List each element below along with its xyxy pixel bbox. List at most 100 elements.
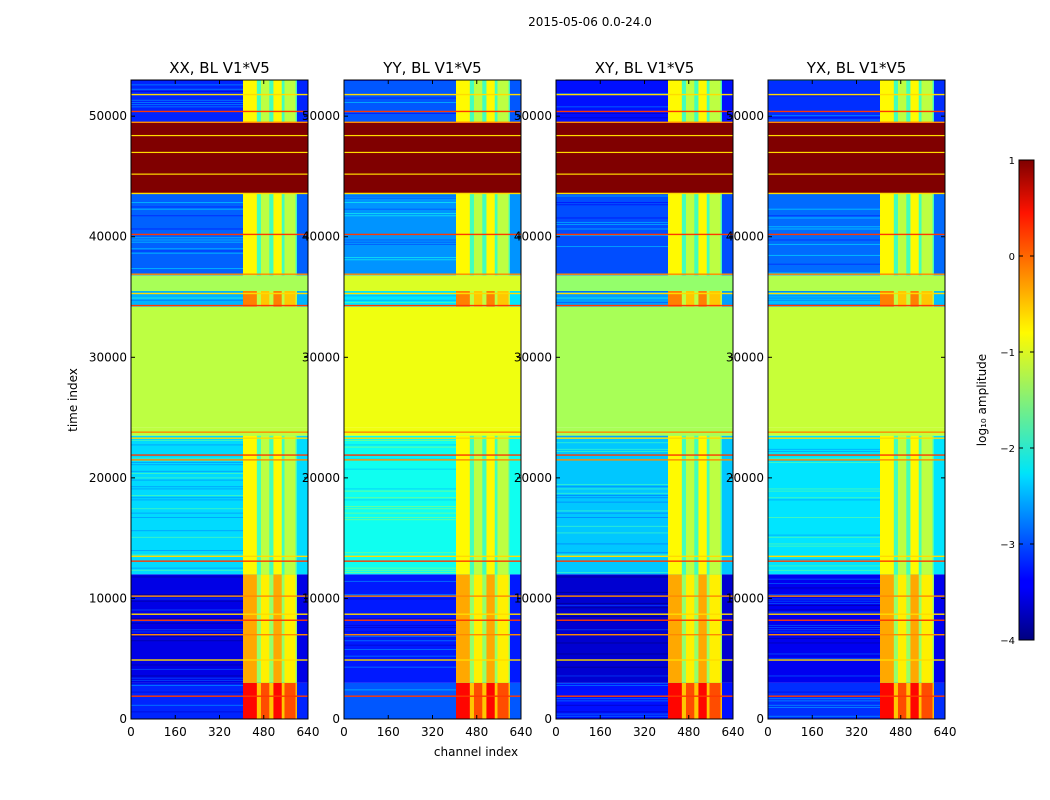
- noise-streak: [344, 444, 457, 446]
- noise-streak: [556, 605, 669, 607]
- flag-line: [344, 431, 521, 433]
- flag-line: [556, 459, 733, 461]
- noise-streak: [556, 451, 669, 452]
- noise-streak: [344, 295, 457, 297]
- x-tick-label: 320: [208, 725, 231, 739]
- flag-line: [556, 233, 733, 236]
- rfi-band-strip: [284, 290, 296, 307]
- flag-line: [131, 659, 308, 661]
- noise-streak: [556, 607, 669, 609]
- rfi-band-strip: [910, 682, 919, 719]
- noise-streak: [768, 653, 881, 655]
- rfi-band-strip: [260, 290, 270, 307]
- noise-streak: [131, 668, 244, 670]
- flag-line: [344, 192, 521, 195]
- noise-streak: [768, 700, 881, 702]
- colorbar-tick-label: 1: [1009, 156, 1015, 167]
- panel-xx: XX, BL V1*V5 0 160 320 480 640 0 10000 20000 300…: [89, 59, 320, 739]
- noise-streak: [344, 243, 457, 245]
- colorbar-label: log₁₀ amplitude: [975, 354, 989, 446]
- flag-line: [556, 555, 733, 558]
- y-tick-label: 50000: [89, 109, 127, 123]
- noise-streak: [344, 213, 457, 215]
- noise-streak: [131, 479, 244, 481]
- rfi-band-strip: [897, 290, 907, 307]
- noise-streak: [556, 501, 669, 503]
- x-tick-label: 640: [722, 725, 745, 739]
- noise-streak: [131, 237, 244, 239]
- flag-line: [344, 121, 521, 123]
- noise-streak: [344, 572, 457, 573]
- rfi-band-strip: [486, 435, 495, 575]
- flag-line: [131, 304, 308, 307]
- noise-streak: [344, 655, 457, 657]
- rfi-band-strip: [260, 682, 270, 719]
- noise-streak: [556, 675, 669, 677]
- noise-streak: [556, 435, 669, 437]
- noise-streak: [556, 543, 669, 545]
- x-tick-label: 160: [801, 725, 824, 739]
- noise-streak: [556, 572, 669, 573]
- noise-streak: [556, 195, 669, 197]
- noise-streak: [768, 117, 881, 119]
- flag-line: [131, 595, 308, 597]
- noise-streak: [344, 666, 457, 668]
- noise-streak: [768, 448, 881, 450]
- y-tick-label: 50000: [726, 109, 764, 123]
- noise-streak: [768, 295, 881, 297]
- flag-line: [556, 613, 733, 615]
- flag-line: [131, 292, 308, 295]
- flag-line: [344, 304, 521, 307]
- rfi-band-strip: [497, 435, 509, 575]
- flag-line: [768, 459, 945, 461]
- noise-streak: [768, 226, 881, 228]
- noise-streak: [768, 299, 881, 301]
- flag-line: [768, 192, 945, 195]
- noise-streak: [131, 202, 244, 204]
- rfi-band-strip: [685, 80, 695, 123]
- noise-streak: [344, 567, 457, 569]
- rfi-band-strip: [880, 574, 894, 683]
- rfi-band-strip: [260, 80, 270, 123]
- noise-streak: [131, 464, 244, 466]
- noise-streak: [131, 600, 244, 602]
- rfi-band-strip: [698, 574, 707, 683]
- x-axis-label: channel index: [434, 745, 518, 759]
- noise-streak: [556, 290, 669, 292]
- noise-streak: [768, 707, 881, 708]
- y-tick-label: 30000: [89, 350, 127, 364]
- noise-streak: [131, 499, 244, 501]
- noise-streak: [131, 677, 244, 679]
- colorbar: log₁₀ amplitude 1 0 −1 −2 −3 −4: [975, 156, 1035, 647]
- noise-streak: [131, 711, 244, 713]
- noise-streak: [344, 97, 457, 99]
- rfi-band-strip: [486, 574, 495, 683]
- rfi-band-strip: [910, 80, 919, 123]
- y-tick-label: 10000: [89, 591, 127, 605]
- noise-streak: [131, 682, 244, 684]
- noise-streak: [556, 442, 669, 444]
- noise-streak: [131, 517, 244, 518]
- noise-streak: [556, 113, 669, 114]
- flag-line: [556, 595, 733, 597]
- colorbar-tick-label: 0: [1009, 252, 1015, 263]
- noise-streak: [344, 569, 457, 571]
- colorbar-gradient: [1018, 159, 1035, 641]
- noise-streak: [556, 704, 669, 706]
- panel-title: XY, BL V1*V5: [595, 59, 695, 77]
- noise-streak: [131, 550, 244, 551]
- noise-streak: [131, 252, 244, 254]
- rfi-band-strip: [668, 290, 682, 307]
- noise-streak: [768, 543, 881, 545]
- time-block: [556, 427, 733, 436]
- noise-streak: [131, 239, 244, 241]
- noise-streak: [768, 715, 881, 717]
- noise-streak: [131, 640, 244, 642]
- rfi-band-strip: [880, 80, 894, 123]
- noise-streak: [344, 598, 457, 600]
- x-tick-label: 640: [934, 725, 957, 739]
- rfi-band-strip: [273, 80, 282, 123]
- noise-streak: [344, 640, 457, 642]
- y-tick-label: 40000: [514, 230, 552, 244]
- rfi-band-strip: [709, 290, 721, 307]
